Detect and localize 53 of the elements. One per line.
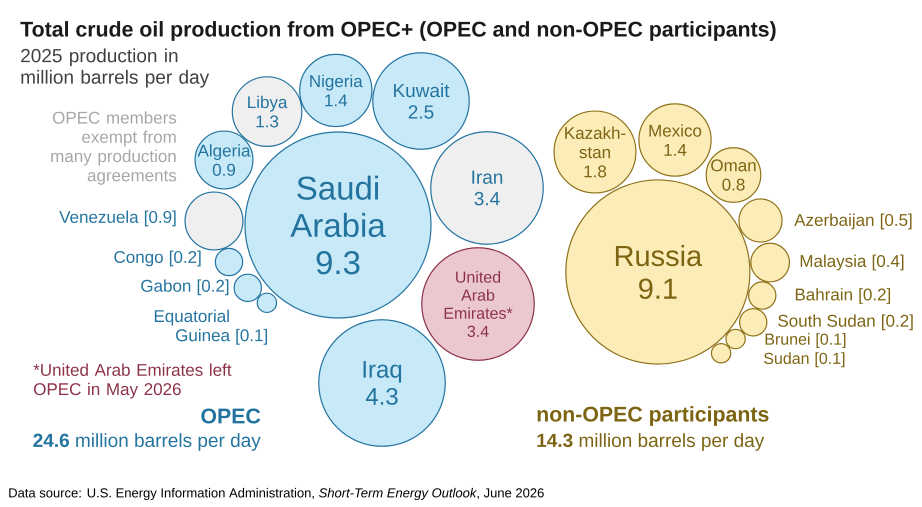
category-label: Equatorial Guinea <box>154 310 230 342</box>
category-label: United Arab Emirates* <box>444 271 512 319</box>
data-label: 1.8 <box>584 165 606 178</box>
data-label: 9.1 <box>639 278 677 299</box>
data-label: 3.4 <box>467 326 489 337</box>
category-label: Bahrain <box>796 288 852 301</box>
data-label: [0.2] <box>198 279 228 296</box>
data-label: [0.4] <box>872 254 904 270</box>
text: 2025 production in million barrels per day <box>21 48 210 88</box>
source-note: Data source: U.S. Energy Information Administration, Short-Term Energy Outlook, June 2026 <box>9 488 544 500</box>
text: Total crude oil production from OPEC+ (OPEC and non-OPEC participants) <box>20 21 776 41</box>
category-label: Mexico <box>649 124 702 137</box>
data-label: 2.5 <box>408 105 434 119</box>
data-label: [0.5] <box>880 214 912 230</box>
category-label: Saudi Arabia <box>290 176 386 238</box>
data-label: 1.4 <box>325 94 348 106</box>
data-label: [0.9] <box>144 210 176 226</box>
data-label: 3.4 <box>474 192 500 206</box>
text: 14.3 million barrels per day <box>537 433 764 451</box>
data-label: 4.3 <box>366 388 398 405</box>
text: non-OPEC participants <box>538 406 768 426</box>
category-label: South Sudan <box>778 314 875 327</box>
text: *United Arab Emirates left OPEC in May 2026 <box>33 363 232 399</box>
category-label: Sudan <box>764 352 809 364</box>
category-label: Nigeria <box>310 74 363 91</box>
data-label: 1.4 <box>664 144 686 156</box>
data-label: [0.1] <box>816 333 846 348</box>
text: OPEC members exempt from many production agreements <box>51 111 176 185</box>
category-label: Russia <box>616 244 702 266</box>
data-label: 9.3 <box>316 251 360 274</box>
category-label: Azerbaijan <box>794 214 874 230</box>
category-label: Kuwait <box>394 83 450 98</box>
data-label: [0.2] <box>882 314 913 330</box>
category-label: Algeria <box>198 144 250 160</box>
category-label: Gabon <box>141 279 190 292</box>
category-label: Iran <box>472 170 502 184</box>
text: 24.6 million barrels per day <box>33 433 261 451</box>
data-label: [0.1] <box>816 352 844 368</box>
data-label: 1.3 <box>256 115 278 128</box>
data-label: [0.1] <box>236 328 268 345</box>
category-label: Oman <box>711 159 756 172</box>
text: OPEC <box>201 408 260 424</box>
category-label: Malaysia <box>800 254 866 270</box>
category-label: Iraq <box>364 361 402 383</box>
category-label: Venezuela <box>59 210 139 224</box>
category-label: Brunei <box>766 333 810 345</box>
data-label: [0.2] <box>859 288 890 304</box>
data-label: 0.9 <box>212 164 236 176</box>
data-label: 0.8 <box>722 178 745 191</box>
data-label: [0.2] <box>170 250 201 266</box>
category-label: Congo <box>114 250 163 266</box>
category-label: Kazakh-stan <box>565 126 626 158</box>
category-label: Libya <box>248 96 288 112</box>
